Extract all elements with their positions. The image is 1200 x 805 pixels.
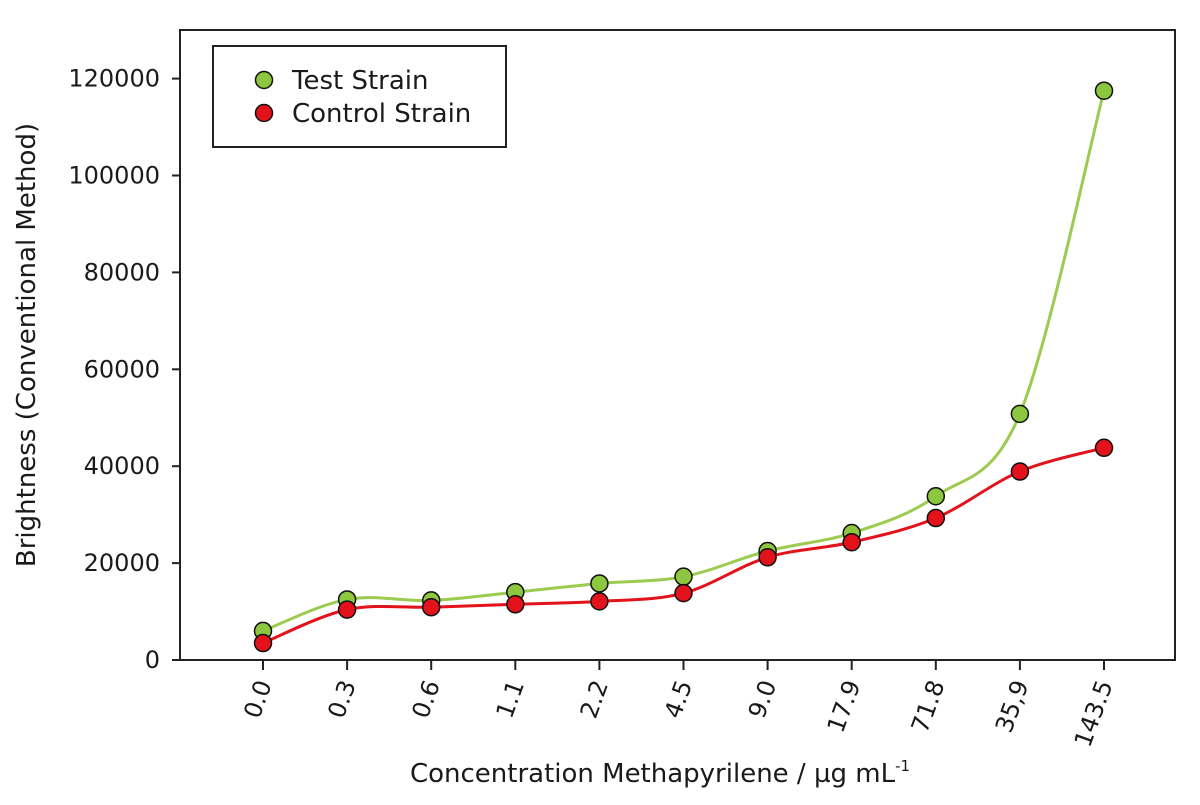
data-point-1-3: [506, 595, 525, 614]
x-tick-label: 0.3: [322, 676, 361, 721]
data-point-1-2: [421, 597, 441, 617]
data-point-1-1: [337, 600, 357, 619]
series-lines: [262, 90, 1106, 645]
data-point-0-10: [1094, 81, 1114, 100]
series-line-1: [262, 446, 1105, 645]
y-axis-title: Brightness (Conventional Method): [12, 123, 42, 567]
data-point-0-4: [590, 574, 609, 593]
legend-marker-control-strain: [254, 103, 274, 123]
y-tick-label: 40000: [84, 452, 160, 480]
data-point-1-0: [253, 633, 273, 653]
y-tick-label: 0: [145, 646, 160, 674]
data-point-1-10: [1094, 438, 1114, 458]
data-point-1-9: [1010, 462, 1030, 481]
x-axis-title-superscript: -1: [895, 757, 910, 775]
axis-ticks: 0 20000 40000 60000 80000 100000 120000 0.0 0.3 0…: [68, 65, 1118, 751]
series-line-0: [262, 90, 1106, 633]
data-point-0-5: [674, 567, 693, 586]
y-tick-label: 80000: [84, 258, 160, 286]
data-point-1-7: [842, 533, 861, 552]
x-tick-label: 71.8: [906, 676, 951, 736]
x-tick-label: 9.0: [743, 676, 782, 721]
data-point-1-6: [758, 548, 777, 567]
y-tick-label: 60000: [84, 355, 160, 383]
x-tick-label: 0.6: [406, 676, 445, 721]
legend: Test Strain Control Strain: [212, 45, 507, 148]
x-axis-title-text: Concentration Methapyrilene / µg mL: [410, 759, 896, 789]
y-tick-label: 100000: [68, 162, 160, 190]
legend-label-test-strain: Test Strain: [291, 66, 429, 96]
x-tick-label: 0.0: [238, 676, 277, 721]
x-axis-title: Concentration Methapyrilene / µg mL-1: [410, 757, 910, 789]
legend-label-control-strain: Control Strain: [292, 99, 471, 129]
plot-frame: [179, 29, 1176, 661]
x-tick-label: 1.1: [491, 676, 530, 721]
legend-marker-test-strain: [254, 70, 274, 90]
data-point-0-8: [926, 486, 946, 506]
y-tick-label: 120000: [68, 65, 160, 93]
data-point-0-9: [1010, 404, 1030, 424]
data-point-1-5: [674, 583, 693, 603]
data-point-1-4: [590, 592, 609, 611]
series-points: [253, 81, 1114, 653]
y-tick-label: 20000: [84, 549, 160, 577]
x-tick-label: 4.5: [659, 676, 698, 721]
data-point-1-8: [926, 508, 946, 528]
x-tick-label: 143.5: [1069, 676, 1119, 750]
x-tick-label: 35,9: [990, 676, 1035, 736]
x-tick-label: 2.2: [575, 676, 614, 721]
legend-box: [212, 45, 507, 148]
x-tick-label: 17.9: [822, 676, 867, 736]
